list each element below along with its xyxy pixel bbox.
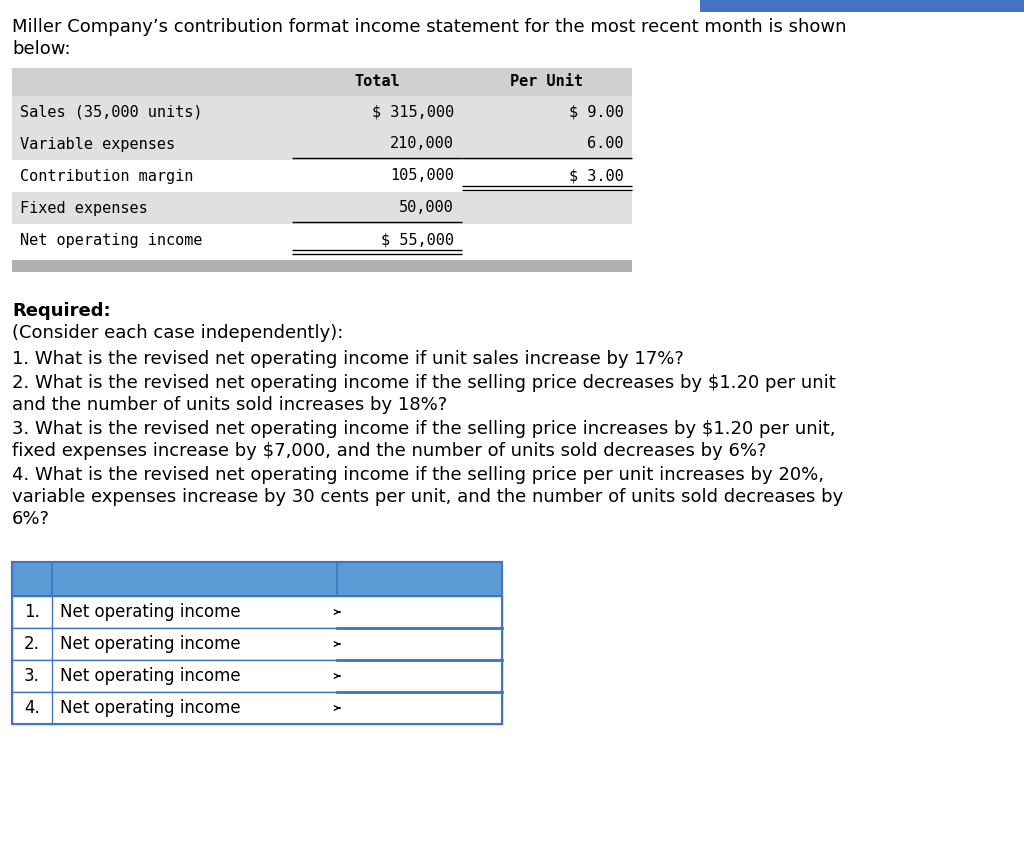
Text: 6.00: 6.00	[588, 136, 624, 152]
Bar	[12, 628, 502, 660]
Bar	[12, 692, 502, 724]
Text: (Consider each case independently):: (Consider each case independently):	[12, 324, 343, 342]
Bar	[12, 562, 502, 596]
Text: Net operating income: Net operating income	[60, 699, 241, 717]
Text: 6%?: 6%?	[12, 510, 50, 528]
Bar	[700, 0, 1024, 12]
Text: 210,000: 210,000	[390, 136, 454, 152]
Bar	[12, 160, 632, 192]
Text: $ 9.00: $ 9.00	[569, 104, 624, 120]
Text: variable expenses increase by 30 cents per unit, and the number of units sold de: variable expenses increase by 30 cents p…	[12, 488, 843, 506]
Text: fixed expenses increase by $7,000, and the number of units sold decreases by 6%?: fixed expenses increase by $7,000, and t…	[12, 442, 767, 460]
Text: $ 3.00: $ 3.00	[569, 168, 624, 184]
Text: Per Unit: Per Unit	[511, 74, 584, 89]
Bar	[12, 192, 632, 224]
Text: Variable expenses: Variable expenses	[20, 136, 175, 152]
Bar	[12, 660, 502, 692]
Text: $ 315,000: $ 315,000	[372, 104, 454, 120]
Text: Net operating income: Net operating income	[60, 667, 241, 685]
Text: 1.: 1.	[24, 603, 40, 621]
Bar	[12, 224, 632, 256]
Text: and the number of units sold increases by 18%?: and the number of units sold increases b…	[12, 396, 447, 414]
Bar	[12, 68, 632, 96]
Text: 3.: 3.	[24, 667, 40, 685]
Text: $ 55,000: $ 55,000	[381, 232, 454, 248]
Text: 4. What is the revised net operating income if the selling price per unit increa: 4. What is the revised net operating inc…	[12, 466, 824, 484]
Text: Miller Company’s contribution format income statement for the most recent month : Miller Company’s contribution format inc…	[12, 18, 847, 36]
Text: 50,000: 50,000	[399, 200, 454, 216]
Bar	[12, 562, 502, 724]
Bar	[12, 596, 502, 628]
Text: 2. What is the revised net operating income if the selling price decreases by $1: 2. What is the revised net operating inc…	[12, 374, 836, 392]
Text: Net operating income: Net operating income	[20, 232, 203, 248]
Text: 2.: 2.	[24, 635, 40, 653]
Text: Contribution margin: Contribution margin	[20, 168, 194, 184]
Text: Total: Total	[354, 74, 399, 89]
Text: Fixed expenses: Fixed expenses	[20, 200, 147, 216]
Text: Required:: Required:	[12, 302, 111, 320]
Text: Sales (35,000 units): Sales (35,000 units)	[20, 104, 203, 120]
Text: 1. What is the revised net operating income if unit sales increase by 17%?: 1. What is the revised net operating inc…	[12, 350, 684, 368]
Text: 3. What is the revised net operating income if the selling price increases by $1: 3. What is the revised net operating inc…	[12, 420, 836, 438]
Text: 4.: 4.	[25, 699, 40, 717]
Bar	[12, 260, 632, 272]
Bar	[12, 128, 632, 160]
Text: below:: below:	[12, 40, 71, 58]
Text: Net operating income: Net operating income	[60, 635, 241, 653]
Bar	[12, 96, 632, 128]
Text: 105,000: 105,000	[390, 168, 454, 184]
Text: Net operating income: Net operating income	[60, 603, 241, 621]
